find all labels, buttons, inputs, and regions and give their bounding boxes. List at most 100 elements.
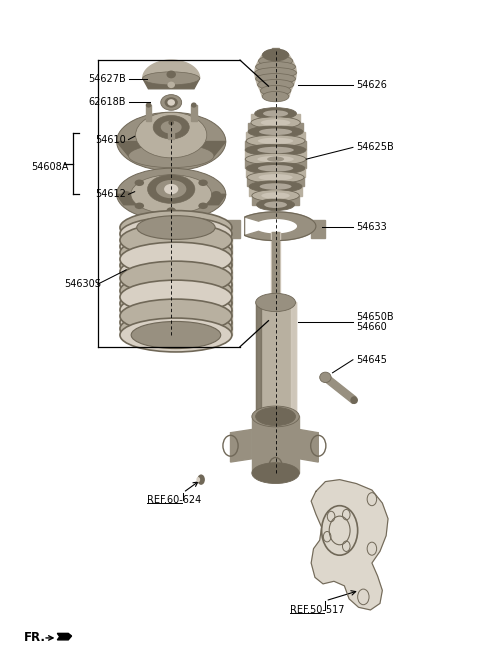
Ellipse shape bbox=[120, 312, 232, 346]
Polygon shape bbox=[256, 302, 296, 417]
Ellipse shape bbox=[320, 372, 331, 382]
Ellipse shape bbox=[350, 396, 358, 404]
Ellipse shape bbox=[161, 95, 181, 110]
Ellipse shape bbox=[120, 211, 232, 244]
Ellipse shape bbox=[167, 208, 176, 214]
Polygon shape bbox=[143, 60, 200, 78]
Ellipse shape bbox=[248, 126, 303, 137]
Polygon shape bbox=[256, 302, 261, 417]
Ellipse shape bbox=[246, 162, 305, 174]
Ellipse shape bbox=[249, 181, 302, 193]
Text: 54645: 54645 bbox=[356, 355, 387, 365]
Ellipse shape bbox=[146, 102, 152, 108]
Ellipse shape bbox=[161, 121, 181, 134]
Polygon shape bbox=[120, 309, 232, 316]
Polygon shape bbox=[168, 123, 174, 139]
Ellipse shape bbox=[134, 179, 144, 186]
Ellipse shape bbox=[120, 274, 232, 307]
Polygon shape bbox=[300, 430, 318, 462]
Ellipse shape bbox=[197, 474, 205, 485]
Ellipse shape bbox=[258, 165, 293, 171]
Polygon shape bbox=[271, 232, 280, 302]
Polygon shape bbox=[117, 194, 226, 205]
Ellipse shape bbox=[260, 183, 291, 190]
Polygon shape bbox=[230, 430, 252, 462]
Ellipse shape bbox=[256, 293, 296, 311]
Text: 54633: 54633 bbox=[356, 222, 387, 232]
Ellipse shape bbox=[259, 56, 293, 66]
Polygon shape bbox=[191, 105, 197, 122]
Polygon shape bbox=[272, 232, 279, 302]
Ellipse shape bbox=[168, 81, 175, 88]
Ellipse shape bbox=[134, 202, 144, 209]
Ellipse shape bbox=[120, 223, 232, 257]
Ellipse shape bbox=[120, 318, 232, 352]
Ellipse shape bbox=[120, 229, 232, 263]
Ellipse shape bbox=[252, 190, 300, 202]
Ellipse shape bbox=[255, 68, 297, 78]
Ellipse shape bbox=[136, 112, 207, 158]
Text: 54626: 54626 bbox=[356, 80, 387, 90]
Ellipse shape bbox=[262, 50, 289, 60]
Ellipse shape bbox=[120, 286, 232, 321]
Ellipse shape bbox=[165, 97, 178, 108]
Text: 62618B: 62618B bbox=[89, 97, 126, 107]
Polygon shape bbox=[249, 187, 302, 196]
Ellipse shape bbox=[120, 261, 232, 295]
Polygon shape bbox=[272, 49, 279, 101]
Polygon shape bbox=[324, 374, 356, 403]
Ellipse shape bbox=[267, 156, 284, 162]
Polygon shape bbox=[120, 265, 232, 272]
Polygon shape bbox=[252, 196, 300, 205]
Ellipse shape bbox=[257, 156, 294, 162]
Ellipse shape bbox=[120, 248, 232, 283]
Polygon shape bbox=[120, 323, 232, 328]
Ellipse shape bbox=[168, 99, 175, 106]
Ellipse shape bbox=[262, 49, 289, 61]
Polygon shape bbox=[57, 633, 72, 640]
Polygon shape bbox=[256, 79, 296, 85]
Ellipse shape bbox=[245, 144, 306, 156]
Ellipse shape bbox=[167, 175, 176, 181]
Ellipse shape bbox=[261, 85, 291, 96]
Text: 54610: 54610 bbox=[96, 135, 126, 145]
Ellipse shape bbox=[117, 112, 226, 171]
Text: 54608A: 54608A bbox=[31, 162, 69, 172]
Polygon shape bbox=[255, 67, 297, 73]
Ellipse shape bbox=[131, 175, 212, 214]
Ellipse shape bbox=[117, 168, 226, 220]
Ellipse shape bbox=[153, 116, 189, 139]
Ellipse shape bbox=[120, 236, 232, 270]
Ellipse shape bbox=[156, 180, 186, 198]
Polygon shape bbox=[258, 85, 294, 91]
Text: 54660: 54660 bbox=[356, 322, 387, 332]
Polygon shape bbox=[120, 240, 232, 246]
Ellipse shape bbox=[147, 175, 195, 204]
Polygon shape bbox=[247, 177, 304, 187]
Polygon shape bbox=[245, 212, 316, 240]
Ellipse shape bbox=[258, 137, 293, 144]
Ellipse shape bbox=[263, 110, 288, 117]
Polygon shape bbox=[245, 150, 306, 159]
Text: 54625B: 54625B bbox=[356, 143, 394, 152]
Text: REF.60-624: REF.60-624 bbox=[147, 495, 202, 505]
Ellipse shape bbox=[120, 293, 232, 327]
Polygon shape bbox=[245, 159, 306, 168]
Polygon shape bbox=[252, 417, 300, 473]
Ellipse shape bbox=[120, 217, 232, 251]
Polygon shape bbox=[120, 328, 232, 335]
Polygon shape bbox=[117, 141, 226, 156]
Ellipse shape bbox=[120, 280, 232, 314]
Ellipse shape bbox=[264, 202, 287, 208]
Ellipse shape bbox=[212, 191, 221, 198]
Ellipse shape bbox=[168, 120, 174, 125]
Polygon shape bbox=[120, 291, 232, 297]
Polygon shape bbox=[246, 168, 305, 177]
Polygon shape bbox=[143, 78, 200, 89]
Ellipse shape bbox=[255, 108, 297, 120]
Ellipse shape bbox=[247, 171, 304, 183]
Polygon shape bbox=[291, 302, 296, 417]
Text: 54612: 54612 bbox=[95, 189, 126, 199]
Polygon shape bbox=[120, 284, 232, 291]
Ellipse shape bbox=[261, 193, 290, 199]
